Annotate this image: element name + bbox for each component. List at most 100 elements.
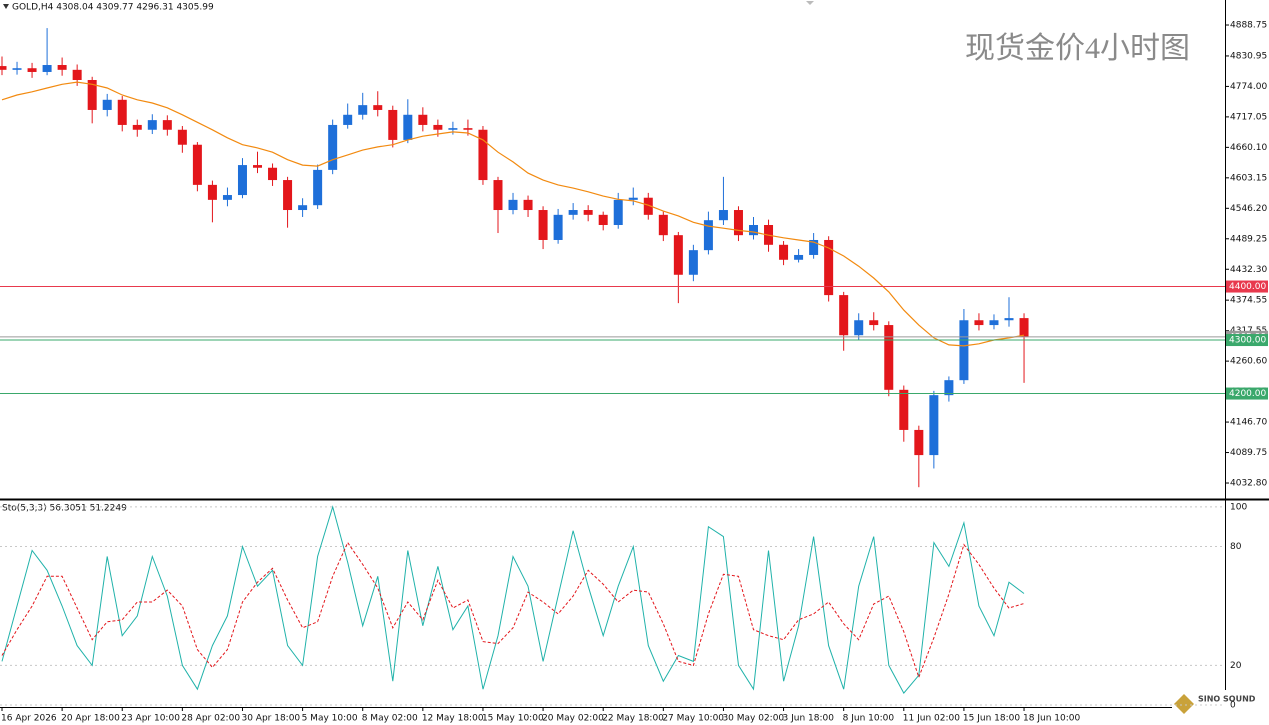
x-tick-label: 5 May 10:00 xyxy=(302,714,358,724)
y-tick-label: 4546.20 xyxy=(1230,204,1267,214)
price-badge xyxy=(1226,280,1268,293)
x-tick-label: 20 May 02:00 xyxy=(542,714,604,724)
y-tick-label: 80 xyxy=(1230,542,1242,552)
stochastic-line xyxy=(1,505,1025,694)
y-tick-label: 4432.30 xyxy=(1230,265,1267,275)
price-badge xyxy=(1226,387,1268,400)
candle-body xyxy=(613,199,623,226)
candle-body xyxy=(508,199,518,211)
candle-body xyxy=(132,124,142,130)
stochastic-line xyxy=(1,541,1025,679)
x-tick-label: 11 Jun 02:00 xyxy=(903,714,960,724)
candle-body xyxy=(703,220,713,251)
candle-body xyxy=(117,99,127,125)
candle-body xyxy=(1004,318,1014,321)
watermark-logo xyxy=(1174,694,1194,714)
x-tick-label: 18 Jun 10:00 xyxy=(1023,714,1080,724)
y-tick-label: 100 xyxy=(1230,502,1247,512)
candle-body xyxy=(448,128,458,130)
moving-average xyxy=(1,81,1025,347)
x-tick-label: 22 May 18:00 xyxy=(602,714,664,724)
candle-body xyxy=(899,389,909,430)
candle-body xyxy=(253,165,263,168)
price-badge xyxy=(1226,334,1268,347)
candle-body xyxy=(688,250,698,275)
candle-body xyxy=(749,225,758,236)
candle-body xyxy=(177,129,187,145)
candle-body xyxy=(974,320,984,326)
chart-title: 现货金价4小时图 xyxy=(965,32,1190,65)
y-tick-label: 4089.75 xyxy=(1230,448,1267,458)
x-tick-label: 30 Apr 18:00 xyxy=(241,714,300,724)
x-tick-label: 3 Jun 18:00 xyxy=(783,714,835,724)
candle-body xyxy=(102,99,112,110)
candle-body xyxy=(673,235,683,275)
y-tick-label: 4717.05 xyxy=(1230,112,1267,122)
candle-body xyxy=(237,165,247,196)
candle-body xyxy=(854,320,864,336)
candle-body xyxy=(147,120,157,130)
x-tick-label: 8 May 02:00 xyxy=(362,714,418,724)
chart-header: GOLD,H4 4308.04 4309.77 4296.31 4305.99 xyxy=(12,3,214,13)
candle-body xyxy=(553,214,563,240)
candle-body xyxy=(42,65,52,72)
candle-body xyxy=(478,129,488,181)
candle-body xyxy=(718,210,728,221)
candle-body xyxy=(493,180,503,211)
candle-body xyxy=(72,69,82,80)
candle-body xyxy=(0,66,7,70)
x-tick-label: 23 Apr 10:00 xyxy=(121,714,180,724)
candle-body xyxy=(207,184,217,200)
candle-body xyxy=(12,68,22,70)
x-tick-label: 27 May 10:00 xyxy=(662,714,724,724)
candle-body xyxy=(313,169,323,206)
candle-body xyxy=(809,239,819,255)
candle-body xyxy=(538,210,548,240)
y-tick-label: 4660.10 xyxy=(1230,143,1267,153)
menu-arrow[interactable] xyxy=(3,4,9,9)
y-tick-label: 4146.70 xyxy=(1230,418,1267,428)
x-tick-label: 28 Apr 02:00 xyxy=(181,714,240,724)
y-tick-label: 4032.80 xyxy=(1230,479,1267,489)
candle-body xyxy=(929,395,939,456)
candle-body xyxy=(222,195,232,200)
y-tick-label: 4830.95 xyxy=(1230,51,1267,61)
candle-body xyxy=(779,244,789,260)
candle-body xyxy=(298,205,308,211)
candle-body xyxy=(27,68,37,72)
candle-body xyxy=(794,254,804,260)
candle-body xyxy=(87,79,97,110)
candle-body xyxy=(643,197,653,215)
candle-body xyxy=(944,380,954,396)
candle-body xyxy=(418,114,428,125)
x-tick-label: 15 Jun 18:00 xyxy=(963,714,1020,724)
x-tick-label: 12 May 18:00 xyxy=(422,714,484,724)
y-tick-label: 4374.55 xyxy=(1230,296,1267,306)
candle-body xyxy=(268,167,278,181)
candle-body xyxy=(658,214,668,236)
candle-body xyxy=(192,144,202,185)
price-badge-label: 4300.00 xyxy=(1229,336,1266,346)
candle-body xyxy=(283,180,293,211)
candle-body xyxy=(388,109,398,140)
y-tick-label: 0 xyxy=(1230,701,1236,711)
candle-body xyxy=(598,214,608,226)
candle-body xyxy=(1019,318,1029,337)
candle-body xyxy=(373,105,383,110)
indicator-title: Sto(5,3,3) 56.3051 51.2249 xyxy=(2,504,127,514)
candle-body xyxy=(568,210,578,215)
candle-body xyxy=(433,124,443,130)
candle-body xyxy=(358,105,368,115)
y-tick-label: 4489.25 xyxy=(1230,234,1267,244)
candle-body xyxy=(824,239,834,296)
candle-body xyxy=(959,320,969,381)
price-badge-label: 4400.00 xyxy=(1229,282,1266,292)
x-tick-label: 16 Apr 2026 xyxy=(1,714,57,724)
price-badge-label: 4200.00 xyxy=(1229,389,1266,399)
candle-body xyxy=(328,124,338,170)
watermark: SINO SOUND xyxy=(1198,695,1256,704)
candle-body xyxy=(523,199,533,211)
candle-body xyxy=(583,210,593,215)
